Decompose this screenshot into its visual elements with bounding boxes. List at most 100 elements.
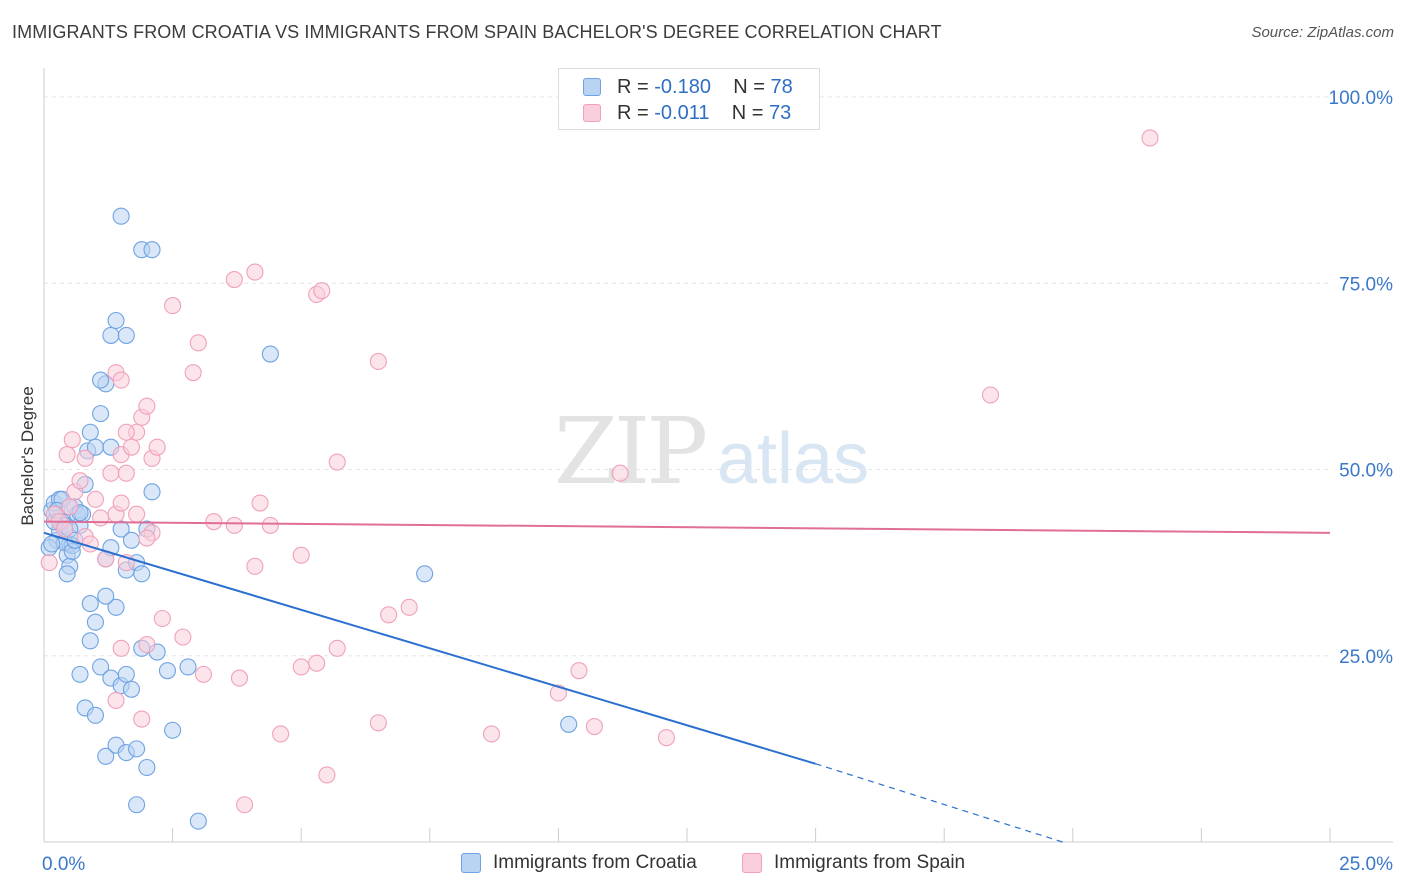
croatia-point	[86, 613, 104, 631]
legend-n-value: 78	[770, 76, 793, 98]
croatia-point	[43, 535, 61, 553]
chart-title: IMMIGRANTS FROM CROATIA VS IMMIGRANTS FR…	[12, 22, 942, 42]
croatia-point	[158, 662, 177, 680]
spain-point	[380, 606, 398, 624]
croatia-point	[92, 658, 110, 676]
croatia-point	[122, 680, 140, 698]
spain-point	[1141, 129, 1159, 147]
spain-point	[328, 639, 346, 657]
croatia-point	[179, 658, 197, 676]
spain-point	[482, 725, 501, 743]
x-tick-label: 0.0%	[42, 854, 85, 875]
spain-point	[174, 628, 192, 646]
legend-n-label: N =	[733, 76, 765, 98]
croatia-point	[81, 632, 99, 650]
spain-point	[58, 446, 76, 464]
spain-point	[251, 494, 269, 512]
spain-trend-line	[43, 520, 1331, 534]
croatia-point	[117, 326, 135, 344]
croatia-point	[58, 565, 76, 583]
legend-swatch-croatia	[583, 78, 601, 96]
spain-point	[71, 472, 89, 490]
croatia-point	[92, 405, 110, 423]
spain-point	[369, 352, 387, 371]
spain-point	[138, 636, 156, 654]
spain-point	[205, 513, 223, 531]
spain-point	[292, 658, 310, 676]
croatia-point	[112, 207, 130, 225]
watermark-atlas: atlas	[717, 419, 870, 499]
croatia-point	[128, 740, 146, 758]
spain-point	[112, 371, 130, 389]
legend-r-label: R =	[617, 102, 649, 124]
croatia-point	[189, 812, 207, 830]
spain-point	[981, 386, 1000, 404]
croatia-point	[97, 747, 115, 765]
croatia-point	[86, 706, 104, 724]
spain-point	[128, 505, 146, 523]
spain-point	[236, 796, 254, 814]
spain-point	[122, 438, 140, 456]
croatia-trend-line	[43, 531, 816, 765]
tick-labels: 25.0% 50.0% 75.0% 100.0% 0.0% 25.0%	[42, 88, 1393, 875]
spain-point	[112, 639, 130, 657]
croatia-point	[122, 531, 140, 549]
series-label-spain: Immigrants from Spain	[774, 852, 966, 873]
spain-point	[40, 554, 58, 572]
legend-r-label: R =	[617, 76, 649, 98]
croatia-point	[102, 326, 120, 344]
gridlines	[44, 96, 1330, 657]
y-tick-label: 25.0%	[1339, 647, 1393, 668]
croatia-point	[71, 665, 89, 683]
series-swatch-spain	[742, 853, 762, 873]
trend-lines	[43, 520, 1331, 843]
croatia-point	[164, 721, 182, 739]
spain-point	[86, 490, 104, 508]
croatia-point	[81, 595, 99, 613]
legend-n-label: N =	[731, 102, 764, 124]
watermark-zip: ZIP	[554, 398, 708, 505]
spain-point	[164, 297, 182, 315]
croatia-point	[143, 241, 161, 259]
y-tick-label: 50.0%	[1339, 461, 1393, 482]
spain-point	[194, 665, 213, 683]
croatia-point	[261, 345, 279, 363]
spain-point	[272, 725, 290, 743]
spain-point	[292, 546, 310, 564]
croatia-point	[112, 520, 130, 538]
spain-point	[112, 494, 130, 512]
source-label: Source: ZipAtlas.com	[1251, 24, 1394, 41]
spain-point	[230, 669, 249, 687]
spain-point	[318, 766, 336, 784]
spain-point	[308, 654, 326, 672]
spain-point	[76, 449, 94, 467]
spain-point	[184, 364, 202, 382]
spain-point	[56, 520, 74, 538]
spain-point	[63, 431, 81, 449]
croatia-trend-extension	[815, 763, 1063, 843]
spain-point	[657, 729, 675, 747]
croatia-point	[107, 598, 125, 616]
spain-point	[369, 714, 387, 732]
croatia-point	[117, 665, 135, 683]
croatia-point	[81, 423, 99, 441]
spain-point	[61, 498, 79, 516]
series-swatch-croatia	[461, 853, 481, 873]
legend-n-value: 73	[768, 102, 792, 124]
y-axis-label: Bachelor's Degree	[18, 386, 37, 526]
croatia-point	[560, 715, 578, 733]
y-tick-label: 100.0%	[1329, 88, 1394, 109]
spain-point	[92, 509, 110, 527]
spain-point	[102, 464, 120, 482]
spain-point	[148, 438, 166, 456]
spain-point	[611, 464, 629, 482]
legend-swatch-spain	[583, 104, 601, 122]
croatia-point	[97, 587, 115, 605]
croatia-point	[107, 311, 125, 330]
spain-point	[133, 710, 151, 728]
legend-r-value: -0.011	[654, 102, 710, 124]
spain-point	[107, 691, 125, 710]
spain-point	[313, 282, 331, 300]
spain-point	[117, 464, 135, 482]
croatia-point	[128, 796, 146, 814]
